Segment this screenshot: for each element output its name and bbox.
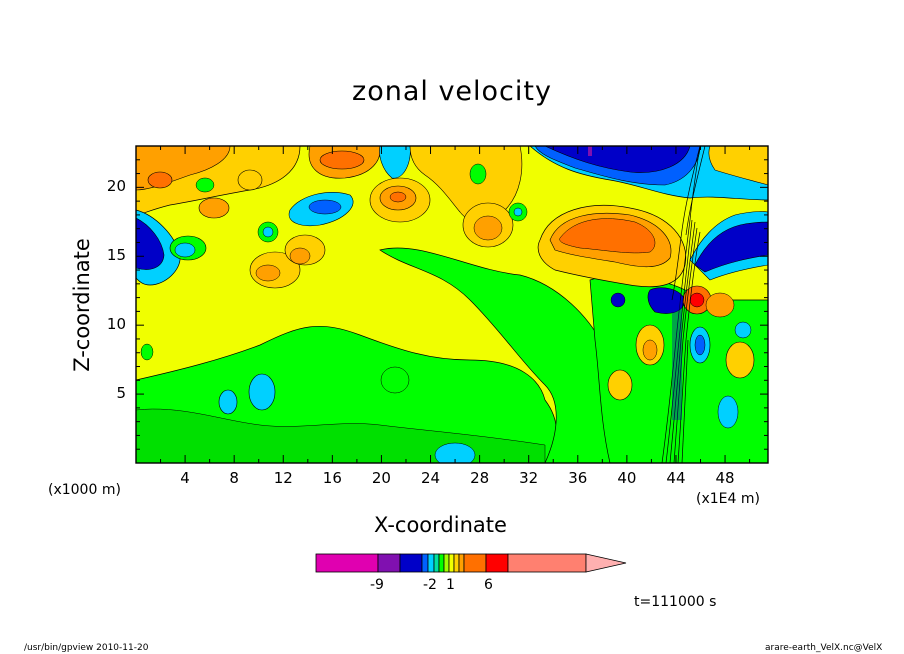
time-label: t=111000 s	[634, 594, 717, 610]
colorbar-segment	[377, 553, 401, 573]
colorbar-label: 6	[484, 577, 493, 593]
y-tick-label: 10	[106, 315, 126, 334]
x-tick-label: 24	[420, 469, 441, 487]
chart-title: zonal velocity	[352, 76, 552, 107]
footer-right: arare-earth_VelX.nc@VelX	[765, 643, 883, 653]
x-tick-label: 20	[371, 469, 391, 487]
colorbar-segment	[453, 553, 460, 573]
colorbar-segment	[433, 553, 440, 573]
colorbar-segment	[463, 553, 487, 573]
colorbar	[315, 553, 627, 573]
x-tick-label: 12	[273, 469, 293, 487]
y-axis-label: Z-coordinate	[70, 238, 94, 372]
colorbar-segment	[427, 553, 435, 573]
y-scale-note: (x1000 m)	[48, 482, 121, 498]
colorbar-segment	[438, 553, 445, 573]
colorbar-segment	[399, 553, 423, 573]
x-tick-label: 40	[617, 469, 637, 487]
x-tick-label: 16	[322, 469, 342, 487]
colorbar-label: 1	[446, 577, 455, 593]
x-tick-label: 44	[666, 469, 686, 487]
colorbar-segment	[507, 553, 587, 573]
velocity-field	[136, 146, 768, 463]
footer-left: /usr/bin/gpview 2010-11-20	[24, 643, 149, 653]
y-tick-label: 5	[116, 384, 126, 403]
colorbar-segment	[485, 553, 509, 573]
colorbar-label: -2	[423, 577, 437, 593]
y-tick-label: 20	[106, 177, 126, 196]
colorbar-segment	[448, 553, 455, 573]
colorbar-segment	[315, 553, 379, 573]
x-scale-note: (x1E4 m)	[696, 491, 760, 507]
colorbar-segment	[458, 553, 465, 573]
x-tick-label: 48	[715, 469, 735, 487]
colorbar-extension-arrow	[585, 553, 627, 573]
x-tick-label: 4	[180, 469, 190, 487]
y-tick-label: 15	[106, 246, 126, 265]
x-tick-label: 8	[229, 469, 239, 487]
x-tick-label: 36	[568, 469, 588, 487]
colorbar-label: -9	[370, 577, 384, 593]
x-tick-label: 28	[470, 469, 490, 487]
colorbar-segment	[421, 553, 429, 573]
x-tick-label: 32	[519, 469, 539, 487]
plot-frame	[135, 145, 769, 464]
colorbar-segment	[443, 553, 450, 573]
x-axis-label: X-coordinate	[374, 513, 507, 537]
